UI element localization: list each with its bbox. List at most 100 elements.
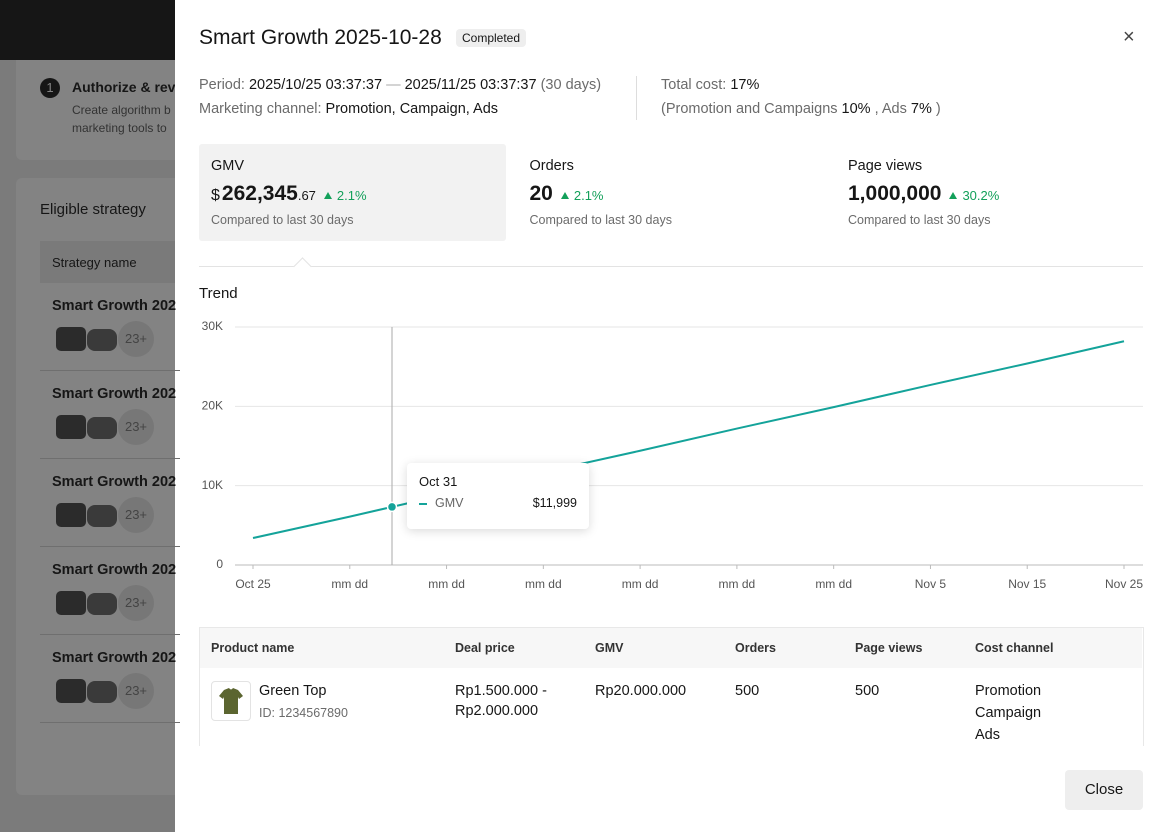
- step-card: [16, 60, 186, 160]
- table-header-cell: GMV: [595, 641, 624, 655]
- chart-title: Trend: [199, 285, 238, 302]
- x-tick-label: mm dd: [815, 577, 852, 591]
- drawer: [175, 0, 1164, 832]
- value: 20: [529, 182, 553, 205]
- product-thumb: [56, 591, 86, 615]
- product-image: [211, 681, 251, 721]
- more-count: 23+: [118, 321, 154, 357]
- close-button[interactable]: Close: [1065, 770, 1143, 810]
- chart: 0 10K 20K 30K Oct 25 mm dd mm dd mm dd mm dd mm d…: [202, 319, 1144, 591]
- decimals: .67: [297, 188, 316, 203]
- metric-value: 1,000,000 30.2%: [848, 182, 999, 206]
- change: 2.1%: [324, 188, 367, 203]
- value: 262,345: [221, 182, 298, 205]
- x-tick-label: Oct 25: [235, 577, 271, 591]
- table-header-cell: Product name: [211, 641, 295, 655]
- channel: Marketing channel: Promotion, Campaign, …: [199, 101, 498, 117]
- status-badge: Completed: [456, 29, 527, 47]
- tooltip-swatch: [419, 503, 427, 505]
- divider: [636, 76, 637, 120]
- change: 30.2%: [949, 188, 999, 203]
- column-header: Strategy name: [52, 255, 137, 270]
- y-tick-label: 10K: [202, 478, 223, 492]
- table-header-cell: Cost channel: [975, 641, 1054, 655]
- deal-price: Rp1.500.000 -: [455, 683, 547, 699]
- product-thumb: [87, 417, 117, 439]
- row-divider: [40, 722, 180, 723]
- drawer-title: Smart Growth 2025-10-28: [199, 26, 442, 49]
- change: 2.1%: [561, 188, 604, 203]
- y-tick-label: 0: [216, 557, 223, 571]
- more-count: 23+: [118, 585, 154, 621]
- strategy-name: Smart Growth 202: [52, 650, 177, 666]
- metric-name: Orders: [529, 158, 574, 174]
- row-divider: [40, 370, 180, 371]
- x-tick-label: mm dd: [719, 577, 756, 591]
- tooltip: Oct 31 GMV $11,999: [407, 463, 589, 529]
- metric-value: 20 2.1%: [530, 182, 604, 206]
- step-title: Authorize & rev: [72, 79, 176, 95]
- gmv: Rp20.000.000: [595, 683, 687, 699]
- orders: 500: [735, 683, 760, 699]
- value: 10%: [841, 101, 871, 117]
- metric-name: Page views: [848, 158, 923, 174]
- metric-name: GMV: [211, 158, 245, 174]
- y-tick-label: 30K: [202, 319, 223, 333]
- x-tick-label: mm dd: [525, 577, 562, 591]
- value: 17%: [730, 77, 760, 93]
- metric-note: Compared to last 30 days: [529, 213, 672, 227]
- row-divider: [40, 634, 180, 635]
- tooltip-date: Oct 31: [419, 474, 458, 489]
- strategy-name: Smart Growth 202: [52, 386, 177, 402]
- product-thumb: [56, 327, 86, 351]
- value: 2025/10/25 03:37:37: [248, 77, 383, 93]
- page-views: 500: [855, 683, 880, 699]
- step-desc: Create algorithm b: [72, 103, 171, 117]
- value: 7%: [910, 101, 932, 117]
- product-thumb: [87, 505, 117, 527]
- total-cost: Total cost: 17%: [661, 77, 759, 93]
- value: (30 days): [540, 77, 602, 93]
- more-count: 23+: [118, 497, 154, 533]
- cost-channel: Ads: [975, 727, 1000, 743]
- close-icon[interactable]: ×: [1123, 26, 1135, 48]
- product-id: ID: 1234567890: [259, 706, 348, 720]
- tooltip-value: $11,999: [532, 496, 577, 510]
- product-name: Green Top: [259, 683, 327, 699]
- x-tick-label: Nov 25: [1105, 577, 1143, 591]
- deal-price: Rp2.000.000: [455, 703, 539, 719]
- y-tick-label: 20K: [202, 399, 223, 413]
- product-thumb: [56, 679, 86, 703]
- cost-detail: (Promotion and Campaigns 10% , Ads 7% ): [661, 101, 941, 117]
- product-thumb: [87, 329, 117, 351]
- label: ): [935, 101, 941, 117]
- metric-value: $262,345.67 2.1%: [211, 182, 367, 206]
- line: [252, 340, 1125, 540]
- label: (Promotion and Campaigns: [661, 101, 838, 117]
- table-header-cell: Orders: [735, 641, 776, 655]
- table-header-cell: Page views: [855, 641, 923, 655]
- step-desc: marketing tools to: [72, 121, 167, 135]
- section-title: Eligible strategy: [40, 201, 146, 218]
- x-tick-label: mm dd: [428, 577, 465, 591]
- x-tick-label: Nov 15: [1008, 577, 1046, 591]
- metric-note: Compared to last 30 days: [211, 213, 354, 227]
- strategy-name: Smart Growth 202: [52, 298, 177, 314]
- row-divider: [40, 458, 180, 459]
- label: Period:: [199, 77, 245, 93]
- row-divider: [40, 546, 180, 547]
- cost-channel: Promotion: [975, 683, 1042, 699]
- shirt-icon: [219, 688, 243, 714]
- strategy-name: Smart Growth 202: [52, 474, 177, 490]
- sep: —: [386, 77, 401, 93]
- x-tick-label: mm dd: [622, 577, 659, 591]
- tooltip-series: GMV: [435, 496, 464, 510]
- more-count: 23+: [118, 673, 154, 709]
- value: 1,000,000: [848, 182, 942, 205]
- divider: [199, 266, 1143, 267]
- cost-channel: Campaign: [975, 705, 1042, 721]
- strategy-name: Smart Growth 202: [52, 562, 177, 578]
- product-thumb: [56, 415, 86, 439]
- value: Promotion, Campaign, Ads: [325, 101, 499, 117]
